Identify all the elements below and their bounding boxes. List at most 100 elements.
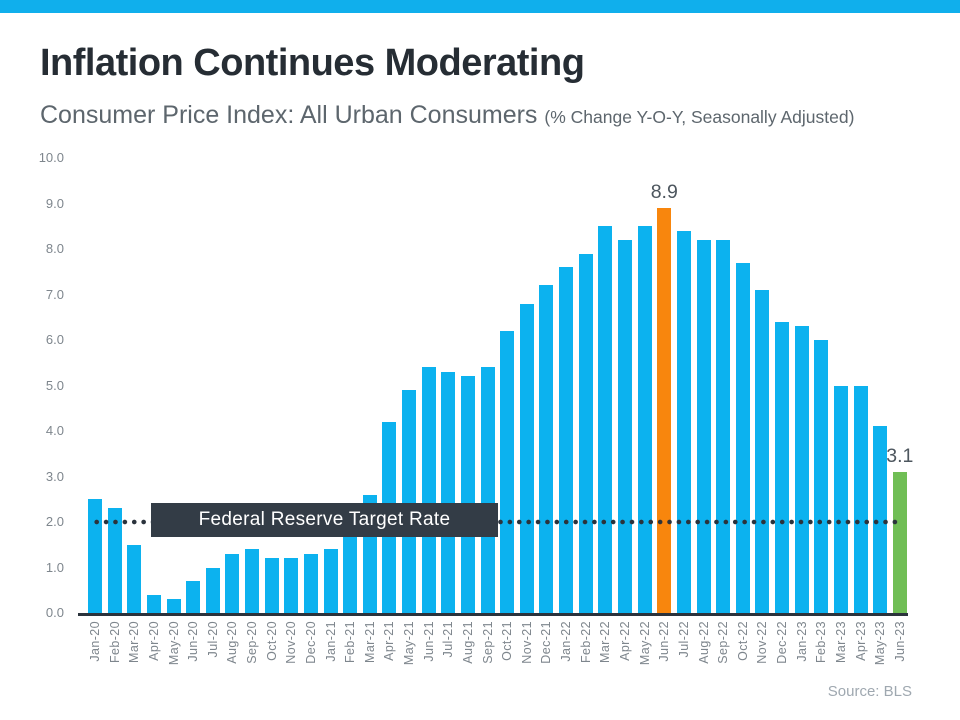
y-tick-0.0: 0.0 [45,605,64,620]
x-axis-line [78,613,908,616]
x-tick-sep-21: Sep-21 [480,621,495,664]
x-tick-mar-21: Mar-21 [362,621,377,663]
x-tick-may-21: May-21 [402,621,417,666]
bar-dec-20 [303,553,318,613]
y-tick-2.0: 2.0 [45,514,64,529]
target-rate-label: Federal Reserve Target Rate [198,509,451,530]
x-tick-apr-21: Apr-21 [382,621,397,661]
y-tick-4.0: 4.0 [45,423,64,438]
x-tick-jan-21: Jan-21 [323,621,338,662]
bar-sep-21 [480,367,495,613]
x-tick-nov-22: Nov-22 [755,621,770,664]
bar-oct-21 [500,330,515,613]
bar-nov-21 [519,303,534,613]
x-tick-may-20: May-20 [166,621,181,666]
bar-feb-21 [343,535,358,613]
x-tick-aug-22: Aug-22 [696,621,711,664]
bar-aug-20 [225,553,240,613]
bar-jan-22 [559,267,574,613]
target-rate-label-box: Federal Reserve Target Rate [151,503,498,537]
bar-feb-22 [578,253,593,613]
bar-apr-23 [853,385,868,613]
y-tick-8.0: 8.0 [45,241,64,256]
x-tick-apr-20: Apr-20 [146,621,161,661]
bar-value-label-jun-23: 3.1 [886,444,914,467]
bar-apr-22 [618,239,632,613]
x-tick-sep-22: Sep-22 [716,621,731,664]
x-tick-sep-20: Sep-20 [245,621,260,664]
x-tick-feb-23: Feb-23 [814,621,829,664]
bar-jun-22 [657,208,672,613]
x-tick-dec-22: Dec-22 [775,621,790,664]
x-tick-jan-22: Jan-22 [559,621,574,662]
x-tick-jun-21: Jun-21 [421,621,436,662]
x-tick-aug-21: Aug-21 [460,621,475,664]
y-tick-7.0: 7.0 [45,286,64,302]
bar-mar-22 [598,226,613,613]
bar-oct-20 [264,558,279,613]
bar-may-20 [166,599,181,613]
bar-jun-20 [186,581,201,613]
x-tick-oct-20: Oct-20 [264,621,279,661]
x-tick-aug-20: Aug-20 [225,621,240,664]
bar-aug-22 [696,239,711,613]
source-note: Source: BLS [827,683,912,700]
bar-jan-20 [88,499,102,613]
x-tick-jul-21: Jul-21 [441,621,456,658]
x-tick-mar-22: Mar-22 [598,621,613,663]
bar-oct-22 [735,262,750,613]
bar-sep-20 [245,549,260,613]
bar-apr-20 [146,594,161,613]
bar-mar-23 [833,385,848,613]
bar-jun-21 [421,367,436,613]
x-tick-dec-21: Dec-21 [539,621,554,664]
bar-sep-22 [716,239,731,613]
bar-nov-20 [284,558,299,613]
chart-title: Inflation Continues Moderating [40,42,585,84]
x-tick-feb-22: Feb-22 [578,621,593,664]
x-tick-jun-23: Jun-23 [892,621,907,662]
x-tick-jan-20: Jan-20 [88,621,102,662]
x-tick-apr-22: Apr-22 [618,621,632,661]
x-tick-nov-21: Nov-21 [519,621,534,664]
chart-subtitle: Consumer Price Index: All Urban Consumer… [40,101,854,130]
x-tick-jun-20: Jun-20 [186,621,201,662]
x-tick-mar-23: Mar-23 [833,621,848,663]
bar-mar-20 [127,544,142,613]
y-tick-3.0: 3.0 [45,468,64,484]
y-tick-10.0: 10.0 [38,150,64,165]
x-tick-jan-23: Jan-23 [794,621,809,662]
bar-jun-23 [892,471,907,613]
x-tick-feb-20: Feb-20 [107,621,122,664]
x-tick-nov-20: Nov-20 [284,621,299,664]
y-tick-6.0: 6.0 [45,332,64,347]
bar-dec-21 [539,285,554,613]
bar-jul-21 [441,371,456,613]
x-tick-jun-22: Jun-22 [657,621,672,662]
bar-feb-23 [814,340,829,613]
x-tick-oct-21: Oct-21 [500,621,515,661]
x-tick-apr-23: Apr-23 [853,621,868,661]
bar-jul-22 [676,230,691,613]
bar-may-21 [402,390,417,613]
bar-value-label-jun-22: 8.9 [650,181,678,204]
bar-jan-21 [323,549,338,613]
x-tick-jul-22: Jul-22 [676,621,691,658]
y-tick-1.0: 1.0 [45,559,64,575]
x-tick-mar-20: Mar-20 [127,621,142,663]
subtitle-main: Consumer Price Index: All Urban Consumer… [40,101,538,129]
top-accent-banner [0,0,960,13]
bar-jan-23 [794,326,809,613]
y-tick-9.0: 9.0 [45,195,64,211]
x-tick-dec-20: Dec-20 [303,621,318,664]
subtitle-note: (% Change Y-O-Y, Seasonally Adjusted) [544,107,855,127]
x-tick-may-23: May-23 [873,621,888,666]
bar-may-22 [637,226,652,613]
y-tick-5.0: 5.0 [45,377,64,393]
bar-aug-21 [460,376,475,613]
x-tick-feb-21: Feb-21 [343,621,358,664]
bar-dec-22 [775,321,790,613]
bar-nov-22 [755,289,770,613]
bar-feb-20 [107,508,122,613]
